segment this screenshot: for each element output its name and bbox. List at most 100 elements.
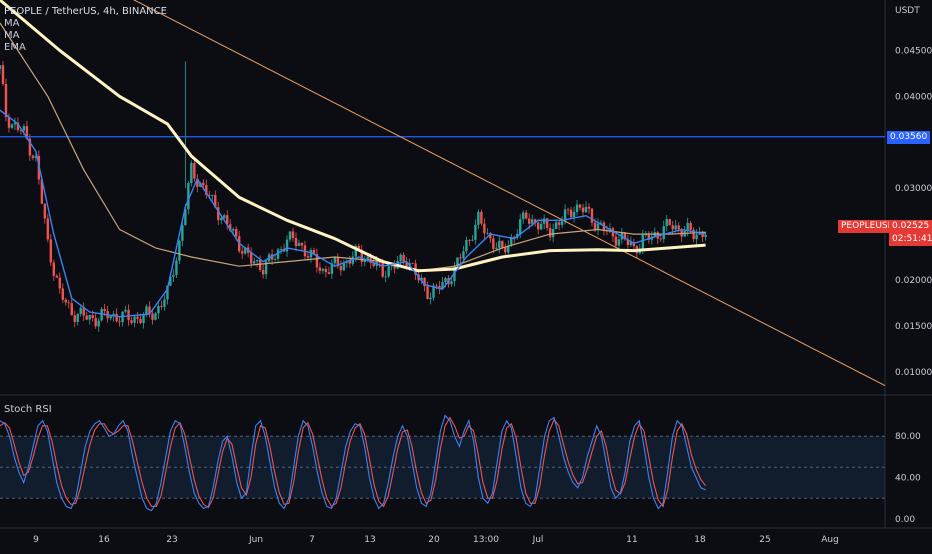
candle-body [151,313,154,320]
candle-body [223,215,226,218]
candle-body [554,222,558,230]
candle-body [261,269,265,275]
candle-body [64,299,67,303]
candle-body [465,240,468,252]
candle-body [647,233,651,240]
legend-indicator-ema[interactable]: EMA [4,42,26,53]
candle-body [249,252,253,264]
candle-body [363,260,366,263]
candle-body [22,126,26,131]
time-tick-label: 7 [309,535,315,545]
candle-body [79,307,82,314]
rsi-tick-label: 80.00 [895,432,921,442]
candle-body [471,239,474,241]
candle-body [360,249,363,263]
candle-body [492,238,495,249]
time-tick-label: 25 [759,535,770,545]
candle-body [318,267,322,271]
candle-body [444,278,447,282]
time-tick-label: 13 [364,535,375,545]
candle-body [61,288,64,300]
candle-body [34,155,38,158]
stoch-rsi-k-line[interactable] [0,414,706,512]
candle-body [581,207,585,213]
candle-body [480,211,483,224]
candle-body [58,277,61,289]
candle-body [279,249,283,250]
candle-body [504,247,507,253]
candle-body [614,236,618,246]
candle-body [55,275,59,278]
candle-body [456,257,459,267]
time-tick-label: Jul [532,535,544,545]
candle-body [163,299,166,307]
candle-body [31,155,35,158]
candle-body [483,223,486,234]
candle-body [501,240,504,248]
candle-body [354,246,357,257]
candle-body [405,262,408,266]
candle-body [190,162,193,184]
candle-body [169,276,172,286]
candle-body [384,276,387,278]
candle-body [348,260,352,264]
candle-body [211,194,214,196]
candle-body [76,313,79,322]
candle-body [513,236,516,238]
price-axis-unit[interactable]: USDT [895,6,920,16]
candle-body [692,229,695,240]
trendline[interactable] [0,0,886,387]
legend-title: PEOPLE / TetherUS, 4h, BINANCE [4,6,167,17]
candle-body [578,204,582,208]
candle-body [659,238,662,240]
legend-indicator-ma-1[interactable]: MA [4,18,20,29]
candle-body [321,269,325,271]
ma-fast-line[interactable] [0,22,706,272]
candle-body [136,316,139,319]
candle-body [10,124,14,128]
candle-body [100,308,103,321]
candle-body [49,239,53,263]
candle-body [596,223,600,230]
candle-body [142,314,145,323]
candle-body [306,256,310,258]
candle-body [519,219,522,234]
candle-body [423,277,426,287]
candle-body [510,236,513,246]
candle-body [399,254,402,261]
time-tick-label: 13:00 [473,535,499,545]
candle-body [312,249,316,254]
candle-body [208,194,211,196]
candle-body [255,259,259,262]
candle-body [243,247,247,254]
stoch-rsi-label[interactable]: Stoch RSI [4,404,52,415]
time-tick-label: 23 [166,535,177,545]
candle-body [85,315,88,320]
candle-body [330,263,334,274]
candle-body [339,266,343,271]
candle-body [172,274,175,277]
symbol-price-tag: PEOPLEUSDT [838,219,904,233]
candle-body [701,231,704,238]
candle-body [327,272,331,274]
candle-body [575,204,579,212]
candle-body [276,249,280,259]
candle-body [548,227,552,238]
candle-body [139,318,142,323]
candle-body [677,225,680,230]
ma-slow-line[interactable] [0,0,706,273]
candle-body [157,305,160,314]
ema-line[interactable] [0,109,706,318]
candle-body [166,285,169,300]
candle-body [103,308,106,312]
candle-body [202,182,205,186]
time-tick-label: 18 [694,535,706,545]
legend-indicator-ma-2[interactable]: MA [4,30,20,41]
candle-body [563,209,567,222]
candle-body [372,263,375,266]
candle-body [629,242,633,246]
price-tick-label: 0.02000 [895,276,932,286]
candle-body [28,138,32,156]
stoch-rsi-d-line[interactable] [0,416,707,509]
